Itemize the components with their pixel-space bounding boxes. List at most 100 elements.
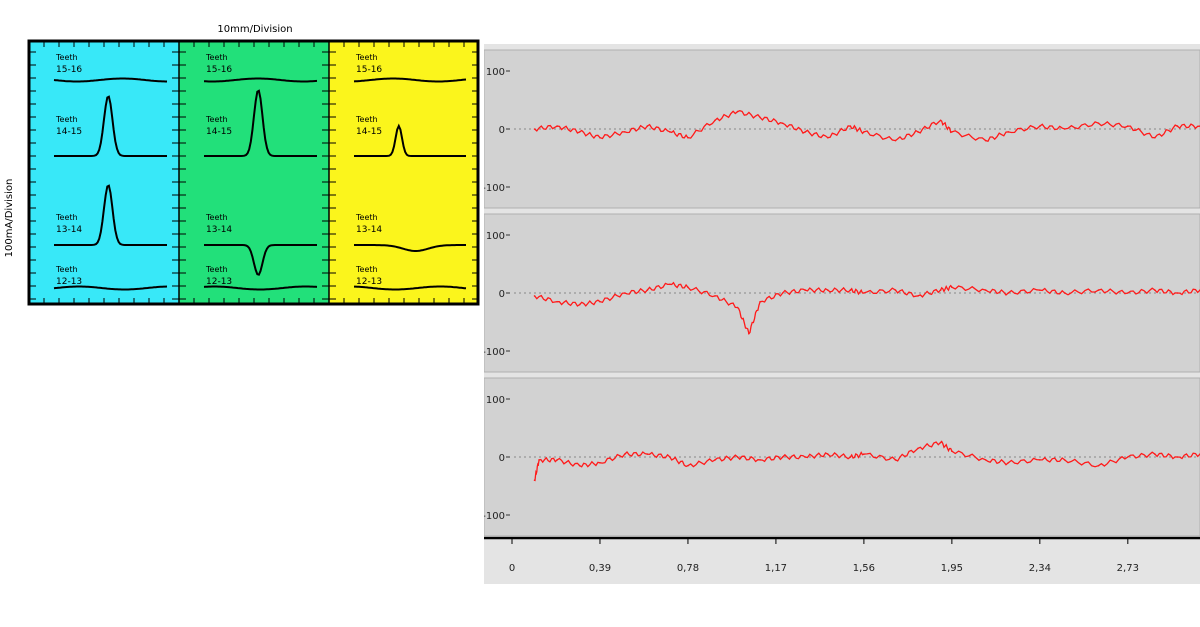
signal-panel-3: 100 0 -100 [484,377,1200,537]
current-trace [204,244,317,276]
teeth-label-word: Teeth [205,213,228,222]
signal-point [804,131,807,133]
signal-point [714,295,716,297]
column-3-background [329,41,478,304]
x-tick-label: 1,95 [941,563,963,574]
current-trace [53,77,167,83]
signal-point [984,289,987,291]
signal-point [736,110,739,113]
signal-point [736,456,739,458]
signal-point [1039,289,1041,291]
current-trace [54,184,167,246]
signal-point [827,136,829,139]
current-trace [353,77,467,83]
teeth-label-word: Teeth [355,265,378,274]
signal-point [894,289,897,291]
signal-point [578,131,581,133]
signal-point [894,139,897,142]
figure-frame [27,39,480,306]
signal-point [827,453,829,455]
signal-point [804,456,807,458]
signal-point [1127,292,1129,294]
teeth-label-word: Teeth [205,115,228,124]
signal-point [623,292,626,294]
signal-point [1127,125,1129,127]
signal-point [538,459,540,461]
signal-point [863,292,865,294]
signal-point [669,456,671,458]
teeth-label-number: 15-16 [206,65,232,75]
signal-point [917,447,919,450]
signal-point [1063,292,1066,294]
teeth-label-number: 13-14 [356,225,382,235]
teeth-label-number: 14-15 [206,127,232,137]
signal-point [556,125,558,127]
electrode-current-figure: 10mm/Division 100mA/Division Teeth15-16T… [4,24,480,306]
y-tick-label: -100 [484,511,505,522]
y-tick-label: 100 [486,67,505,78]
signal-point [669,283,671,286]
signal-point [917,295,919,297]
signal-point [894,459,897,461]
signal-point [984,139,987,142]
signal-point [1063,459,1066,461]
signal-point [863,453,865,455]
teeth-label-number: 12-13 [206,277,232,287]
signal-point [556,459,558,461]
signal-point [781,456,784,458]
current-trace [204,77,318,83]
signal-point [781,122,784,124]
signal-point [759,300,761,303]
y-tick-label: 100 [486,395,505,406]
signal-point [1176,456,1179,458]
signal-point [714,119,716,122]
signal-point [687,136,689,139]
signal-point [714,459,716,461]
y-scale-label: 100mA/Division [4,179,15,258]
x-tick-label: 0 [509,563,515,574]
signal-point [1063,128,1066,130]
signal-point [1097,289,1100,291]
signal-point [578,464,581,467]
panel-background [484,213,1200,373]
signal-point [804,289,807,291]
signal-point [863,131,865,133]
signal-point [951,286,953,288]
signal-point [827,289,829,291]
x-tick-label: 1,17 [765,563,787,574]
teeth-label-word: Teeth [205,53,228,62]
teeth-label-number: 12-13 [356,277,382,287]
signal-point [759,116,761,119]
signal-point [984,459,987,461]
x-tick-label: 2,73 [1117,563,1139,574]
signal-point [1007,462,1010,464]
signal-point [533,479,536,482]
signal-point [687,286,689,288]
teeth-label-word: Teeth [55,213,78,222]
signal-point [759,459,761,461]
y-tick-label: 0 [499,125,505,136]
signal-trace [534,440,1200,482]
signal-point [599,462,601,464]
y-tick-label: 0 [499,453,505,464]
signal-point [849,456,852,458]
y-tick-label: 100 [486,231,505,242]
y-tick-label: -100 [484,183,505,194]
signal-point [623,453,626,455]
signal-point [951,131,953,133]
x-tick-label: 2,34 [1029,563,1051,574]
y-tick-label: -100 [484,347,505,358]
panel-background [484,377,1200,537]
teeth-label-number: 12-13 [56,277,82,287]
signal-point [849,289,852,291]
signal-point [1176,125,1179,127]
signal-point [623,131,626,133]
signal-point [646,289,649,291]
time-axis: 0 0,39 0,78 1,17 1,56 1,95 2,34 2,73 [484,536,1200,584]
signal-point [1154,453,1156,455]
signal-recording-figure: 100 0 -100 100 0 -100 100 0 -100 0 0,39 0,78 1,17 1,… [484,44,1200,584]
current-trace [54,95,167,157]
signal-point [939,119,942,122]
signal-point [917,131,919,133]
teeth-label-number: 13-14 [56,225,82,235]
